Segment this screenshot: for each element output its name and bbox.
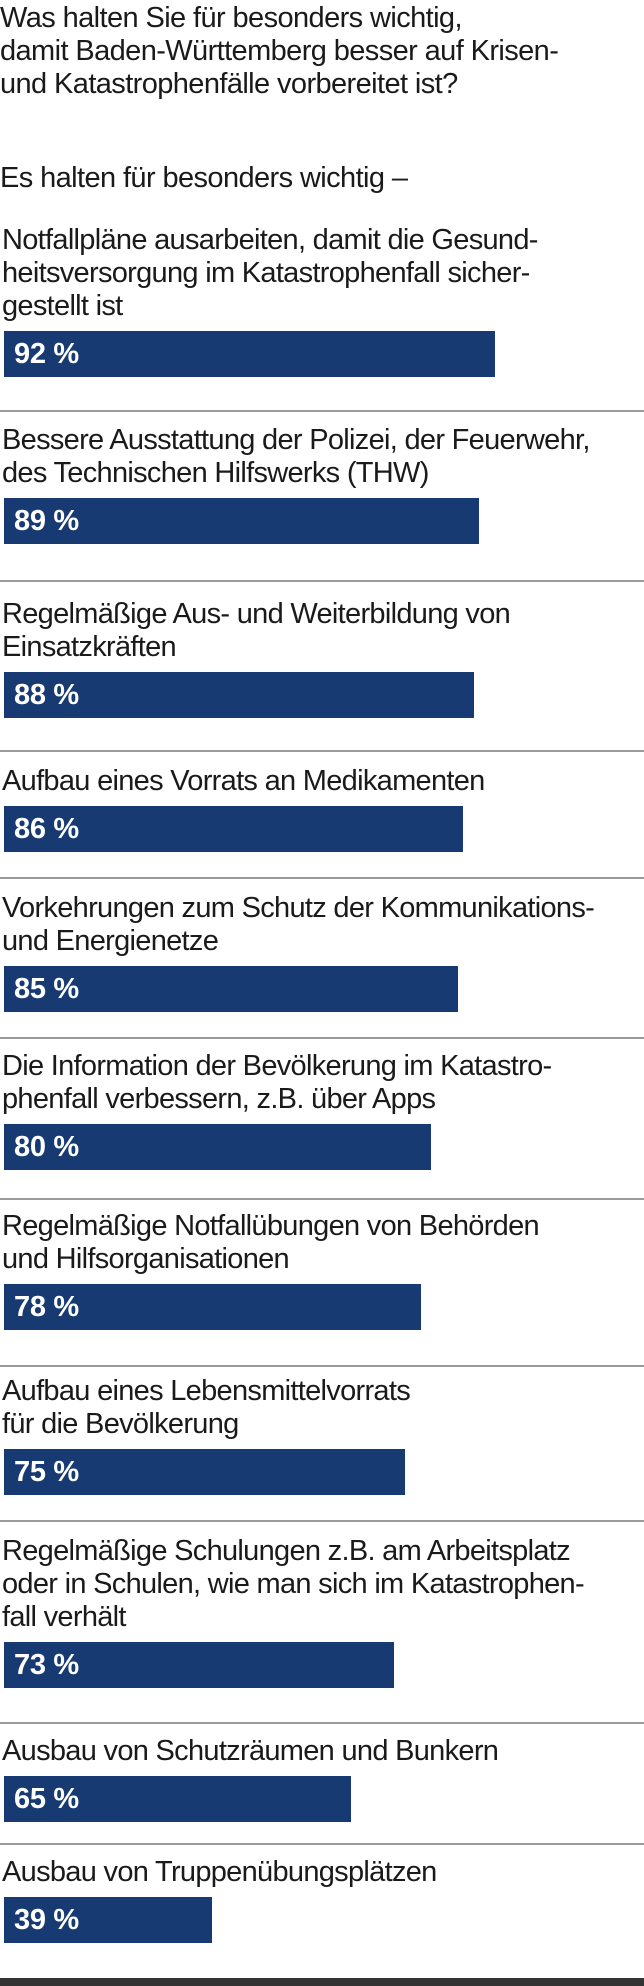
bar-value-label: 88 % bbox=[14, 679, 79, 711]
row-separator bbox=[0, 1198, 644, 1200]
bar: 73 % bbox=[4, 1642, 394, 1688]
bar-value-label: 92 % bbox=[14, 338, 79, 370]
bar-value-label: 89 % bbox=[14, 505, 79, 537]
row-separator bbox=[0, 1365, 644, 1367]
row-separator bbox=[0, 1520, 644, 1522]
bar-value-label: 65 % bbox=[14, 1783, 79, 1815]
bar: 85 % bbox=[4, 966, 458, 1012]
chart-subtitle: Es halten für besonders wichtig – bbox=[0, 162, 408, 194]
bar-category-label: Notfallpläne ausarbeiten, damit die Gesu… bbox=[2, 224, 538, 322]
chart-question: Was halten Sie für besonders wichtig, da… bbox=[0, 2, 559, 100]
bar-value-label: 78 % bbox=[14, 1291, 79, 1323]
bar-category-label: Aufbau eines Vorrats an Medikamenten bbox=[2, 765, 485, 797]
bar: 92 % bbox=[4, 331, 495, 377]
bar: 89 % bbox=[4, 498, 479, 544]
bar: 88 % bbox=[4, 672, 474, 718]
bar-category-label: Ausbau von Truppenübungsplätzen bbox=[2, 1856, 437, 1888]
bar: 65 % bbox=[4, 1776, 351, 1822]
bar-category-label: Die Information der Bevölkerung im Katas… bbox=[2, 1050, 552, 1115]
bar-category-label: Aufbau eines Lebensmittelvorrats für die… bbox=[2, 1375, 411, 1440]
bar-value-label: 86 % bbox=[14, 813, 79, 845]
bar: 86 % bbox=[4, 806, 463, 852]
bar-category-label: Regelmäßige Aus- und Weiterbildung von E… bbox=[2, 598, 511, 663]
row-separator bbox=[0, 410, 644, 412]
bottom-rule bbox=[0, 1978, 644, 1986]
bar: 78 % bbox=[4, 1284, 421, 1330]
bar-value-label: 73 % bbox=[14, 1649, 79, 1681]
row-separator bbox=[0, 750, 644, 752]
bar-value-label: 85 % bbox=[14, 973, 79, 1005]
bar-category-label: Ausbau von Schutzräumen und Bunkern bbox=[2, 1735, 499, 1767]
bar-category-label: Regelmäßige Notfallübungen von Behörden … bbox=[2, 1210, 540, 1275]
row-separator bbox=[0, 580, 644, 582]
bar-value-label: 75 % bbox=[14, 1456, 79, 1488]
bar-category-label: Bessere Ausstattung der Polizei, der Feu… bbox=[2, 424, 590, 489]
row-separator bbox=[0, 1037, 644, 1039]
bar-value-label: 39 % bbox=[14, 1904, 79, 1936]
row-separator bbox=[0, 1722, 644, 1724]
bar-value-label: 80 % bbox=[14, 1131, 79, 1163]
bar-category-label: Vorkehrungen zum Schutz der Kommunikatio… bbox=[2, 892, 595, 957]
row-separator bbox=[0, 877, 644, 879]
bar: 75 % bbox=[4, 1449, 405, 1495]
row-separator bbox=[0, 1843, 644, 1845]
bar: 39 % bbox=[4, 1897, 212, 1943]
bar: 80 % bbox=[4, 1124, 431, 1170]
bar-category-label: Regelmäßige Schulungen z.B. am Arbeitspl… bbox=[2, 1535, 585, 1633]
